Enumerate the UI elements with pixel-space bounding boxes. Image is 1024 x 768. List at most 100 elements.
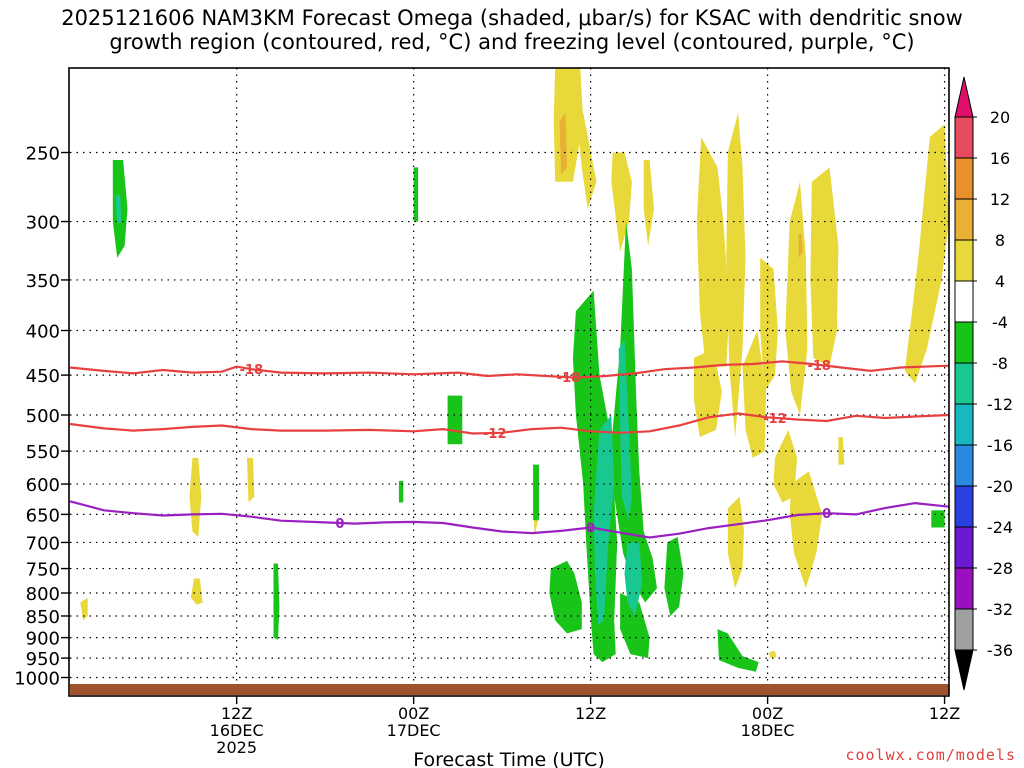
omega-pos-4-g xyxy=(726,112,746,438)
omega-neg-4-d xyxy=(664,537,684,616)
colorbar-label-0: 20 xyxy=(990,108,1010,127)
omega-pos-8-b xyxy=(798,234,803,258)
dgz-minus18-label-2: -18 xyxy=(807,359,831,374)
omega-neg-4-b xyxy=(611,221,657,603)
dgz-minus12-line xyxy=(69,412,949,435)
freezing-level-label-1: 0 xyxy=(586,522,595,537)
omega-neg-4-l xyxy=(717,629,759,672)
freezing-level-label-0: 0 xyxy=(335,517,344,532)
colorbar-label-10: -24 xyxy=(987,518,1013,537)
omega-neg-4-k xyxy=(533,464,539,521)
omega-pos-4-t xyxy=(838,437,845,465)
colorbar-segment-7 xyxy=(954,403,974,446)
x-tick-label-1-1: 17DEC xyxy=(387,721,441,740)
colorbar-segment-11 xyxy=(954,567,974,610)
x-tick-label-3-1: 18DEC xyxy=(741,721,795,740)
y-tick-label-700: 700 xyxy=(26,533,60,554)
colorbar-segment-3 xyxy=(954,239,974,282)
omega-pos-4-s xyxy=(80,597,88,621)
freezing-level-line xyxy=(69,500,949,539)
omega-neg-4-j xyxy=(273,563,280,640)
omega-pos-4-p xyxy=(189,457,202,537)
colorbar-segment-12 xyxy=(954,608,974,651)
y-tick-label-950: 950 xyxy=(26,649,60,670)
omega-pos-4-k xyxy=(810,167,839,367)
plot-frame xyxy=(68,67,950,697)
omega-neg-8-d xyxy=(115,195,122,225)
omega-pos-4-j xyxy=(785,181,808,415)
colorbar-label-12: -32 xyxy=(987,600,1013,619)
colorbar-label-13: -36 xyxy=(987,641,1013,660)
omega-pos-4-r xyxy=(190,578,203,605)
omega-pos-4-i xyxy=(760,257,778,392)
colorbar-segment-5 xyxy=(954,321,974,364)
ground-surface xyxy=(70,684,949,695)
omega-pos-4-q xyxy=(247,457,255,503)
omega-neg-8-a xyxy=(593,415,615,625)
y-axis: 2503003504004505005506006507007508008509… xyxy=(14,144,70,690)
colorbar-bottom-arrow xyxy=(954,649,974,691)
y-tick-label-250: 250 xyxy=(26,144,60,165)
omega-neg-4-e xyxy=(620,593,650,659)
colorbar-label-11: -28 xyxy=(987,559,1013,578)
omega-pos-4-e xyxy=(696,137,730,367)
x-tick-label-0-2: 2025 xyxy=(216,738,257,757)
x-tick-label-4-0: 12Z xyxy=(929,704,960,723)
omega-pos-4-d xyxy=(643,160,654,246)
colorbar-segment-4 xyxy=(954,280,974,323)
y-tick-label-850: 850 xyxy=(26,607,60,628)
omega-neg-4-h xyxy=(447,395,463,445)
colorbar: 20 16 12 8 4 -4 -8 -12 -16 -20 -24 -28 -32 -36 xyxy=(954,76,1013,691)
dgz-minus12-label-0: -12 xyxy=(483,427,507,442)
colorbar-segment-6 xyxy=(954,362,974,405)
omega-pos-4-b xyxy=(575,112,597,209)
y-tick-label-750: 750 xyxy=(26,560,60,581)
y-tick-label-900: 900 xyxy=(26,629,60,650)
dgz-minus18-label-1: -18 xyxy=(557,371,581,386)
colorbar-label-3: 8 xyxy=(995,231,1005,250)
colorbar-label-9: -20 xyxy=(987,477,1013,496)
y-tick-label-350: 350 xyxy=(26,271,60,292)
y-tick-label-400: 400 xyxy=(26,322,60,343)
colorbar-segment-2 xyxy=(954,198,974,241)
gridlines xyxy=(70,68,949,696)
freezing-level-label-2: 0 xyxy=(822,507,831,522)
y-tick-label-650: 650 xyxy=(26,505,60,526)
colorbar-segment-0 xyxy=(954,116,974,159)
colorbar-label-7: -12 xyxy=(987,395,1013,414)
colorbar-label-8: -16 xyxy=(987,436,1013,455)
omega-pos-8-a xyxy=(559,112,567,175)
x-tick-label-2-0: 12Z xyxy=(575,704,606,723)
omega-neg-4-g xyxy=(413,167,419,222)
omega-neg-8-c xyxy=(624,542,643,616)
colorbar-label-2: 12 xyxy=(990,190,1010,209)
omega-neg-4-i xyxy=(398,480,404,503)
colorbar-segment-10 xyxy=(954,526,974,569)
omega-neg-4-m xyxy=(931,510,945,528)
colorbar-segment-9 xyxy=(954,485,974,528)
chart-title: 2025121606 NAM3KM Forecast Omega (shaded… xyxy=(0,6,1024,54)
colorbar-label-1: 16 xyxy=(990,149,1010,168)
x-axis-label: Forecast Time (UTC) xyxy=(413,749,604,768)
y-tick-label-500: 500 xyxy=(26,406,60,427)
x-tick-label-0-1: 16DEC xyxy=(210,721,264,740)
omega-neg-4-c xyxy=(549,560,582,634)
x-tick-label-3-0: 00Z xyxy=(752,704,783,723)
title-line-1: 2025121606 NAM3KM Forecast Omega (shaded… xyxy=(61,6,963,30)
y-tick-label-300: 300 xyxy=(26,213,60,234)
omega-pos-4-c xyxy=(611,152,632,252)
x-tick-label-1-0: 00Z xyxy=(398,704,429,723)
dgz-minus12-label-1: -12 xyxy=(763,412,787,427)
dgz-minus18-line xyxy=(69,360,949,379)
contour-layer: -18 -18 -18 -12 -12 0 0 0 xyxy=(69,359,949,539)
x-tick-label-0-0: 12Z xyxy=(221,704,252,723)
colorbar-label-4: 4 xyxy=(995,272,1005,291)
title-line-2: growth region (contoured, red, °C) and f… xyxy=(109,30,915,54)
omega-pos-4-u xyxy=(769,650,777,659)
colorbar-top-arrow xyxy=(954,76,974,118)
omega-pos-4-o xyxy=(904,124,949,384)
colorbar-segment-1 xyxy=(954,157,974,200)
y-tick-label-800: 800 xyxy=(26,584,60,605)
